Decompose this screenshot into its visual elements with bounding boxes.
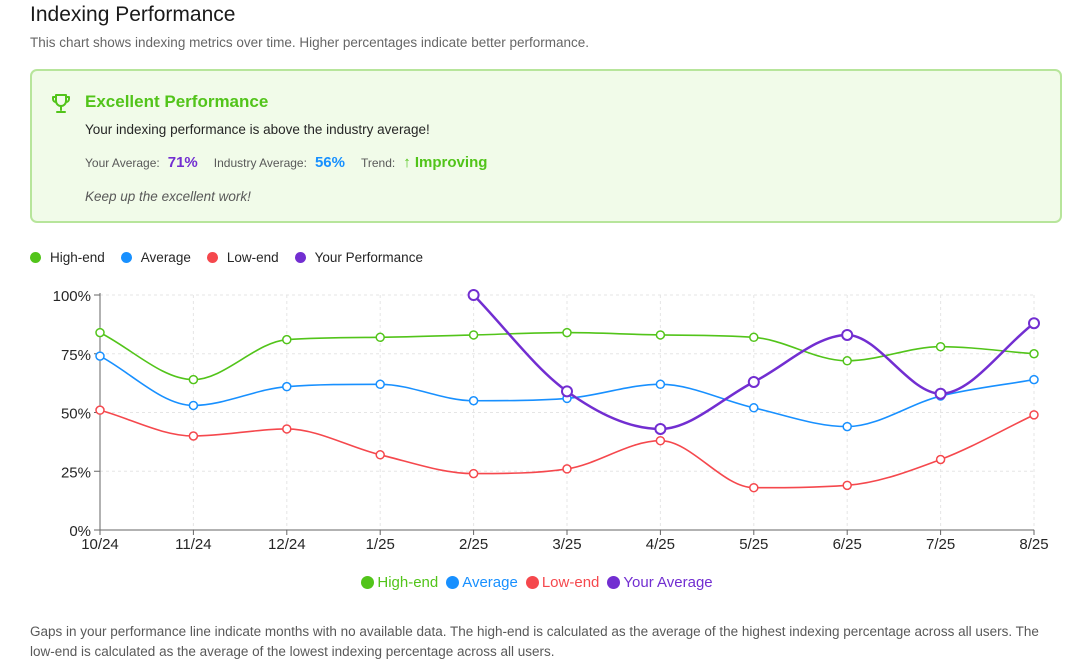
data-point-your	[561, 385, 573, 398]
data-point-average	[749, 403, 759, 413]
y-tick-label: 75%	[61, 347, 91, 364]
legend-label: Your Average	[623, 574, 713, 591]
data-point-high-end	[95, 327, 105, 338]
data-point-average	[375, 379, 385, 390]
your-average-value: 71%	[167, 154, 198, 171]
summary-stats: Your Average: 71% Industry Average: 56% …	[85, 154, 503, 171]
data-point-low-end	[935, 454, 946, 465]
x-tick-label: 11/24	[175, 536, 211, 553]
data-point-high-end	[188, 374, 199, 385]
data-point-your	[654, 422, 667, 435]
data-point-high-end	[935, 341, 946, 352]
data-point-low-end	[375, 450, 385, 460]
footnote: Gaps in your performance line indicate m…	[30, 624, 1039, 659]
legend-label: Low-end	[226, 250, 279, 265]
legend-label: Your Performance	[314, 250, 423, 265]
data-point-low-end	[282, 424, 292, 434]
x-tick-label: 7/25	[926, 536, 955, 553]
data-point-low-end	[749, 482, 759, 493]
legend-dot	[525, 576, 539, 589]
data-point-average	[95, 351, 105, 361]
y-tick-label: 0%	[69, 523, 91, 540]
legend-dot	[446, 576, 460, 589]
data-point-low-end	[188, 431, 199, 441]
legend-label: High-end	[50, 250, 105, 265]
trend-value: ↑ Improving	[403, 154, 488, 171]
legend-bottom: High-end Average Low-end Your Average	[0, 574, 1074, 591]
y-tick-label: 50%	[61, 406, 91, 423]
x-tick-label: 3/25	[552, 536, 581, 553]
legend-label: Average	[462, 574, 518, 591]
data-point-low-end	[655, 435, 666, 446]
legend-dot	[607, 576, 621, 589]
data-point-average	[842, 421, 852, 432]
industry-average-value: 56%	[314, 154, 345, 171]
legend-label: Low-end	[541, 574, 600, 591]
data-point-high-end	[562, 327, 572, 338]
legend-dot	[120, 252, 132, 263]
x-tick-label: 8/25	[1019, 536, 1048, 553]
legend-bottom-item-high-end[interactable]: High-end	[361, 574, 438, 591]
summary-note: Keep up the excellent work!	[85, 189, 251, 204]
legend-top-item-high-end[interactable]: High-end	[30, 250, 105, 265]
trophy-icon	[49, 91, 73, 120]
legend-label: Average	[140, 250, 191, 265]
y-tick-label: 100%	[53, 288, 91, 305]
legend-bottom-item-low-end[interactable]: Low-end	[525, 574, 600, 591]
legend-top-item-your-performance[interactable]: Your Performance	[294, 250, 423, 265]
x-tick-label: 5/25	[739, 536, 768, 553]
legend-dot	[361, 576, 375, 589]
data-point-high-end	[749, 332, 759, 343]
industry-average-label: Industry Average:	[213, 156, 307, 170]
x-tick-label: 6/25	[833, 536, 862, 553]
data-point-low-end	[842, 480, 852, 491]
x-tick-label: 10/24	[81, 536, 119, 553]
legend-dot	[206, 252, 218, 263]
data-point-your	[934, 387, 947, 400]
data-point-high-end	[655, 330, 666, 340]
legend-top-item-low-end[interactable]: Low-end	[206, 250, 279, 265]
legend-dot	[294, 252, 306, 263]
data-point-average	[655, 379, 666, 390]
data-point-average	[188, 400, 199, 411]
y-tick-label: 25%	[61, 464, 91, 481]
page-title: Indexing Performance	[30, 3, 236, 26]
summary-heading: Excellent Performance	[85, 92, 269, 111]
data-point-high-end	[468, 330, 479, 340]
x-tick-label: 4/25	[646, 536, 675, 553]
line-chart: 0% 25% 50% 75% 100% 10/24 11/24 12/24 1/25 2/25 3/…	[53, 288, 1049, 553]
trend-label: Trend:	[360, 156, 396, 170]
data-point-low-end	[95, 405, 105, 415]
data-point-average	[282, 381, 292, 392]
x-tick-label: 12/24	[268, 536, 306, 553]
page-subtitle: This chart shows indexing metrics over t…	[30, 35, 590, 50]
data-point-low-end	[1029, 410, 1039, 420]
data-point-your	[747, 375, 760, 388]
legend-bottom-item-average[interactable]: Average	[446, 574, 518, 591]
data-point-average	[1029, 374, 1039, 385]
performance-summary-card: Excellent Performance Your indexing perf…	[30, 69, 1062, 223]
summary-message: Your indexing performance is above the i…	[85, 122, 430, 137]
x-tick-label: 2/25	[459, 536, 488, 553]
legend-top: High-end Average Low-end Your Performanc…	[30, 250, 439, 265]
data-point-your	[467, 289, 480, 301]
data-point-your	[841, 328, 854, 341]
data-point-high-end	[282, 334, 292, 345]
data-point-average	[468, 396, 479, 406]
legend-bottom-item-your-average[interactable]: Your Average	[607, 574, 713, 591]
data-point-your	[1028, 317, 1040, 330]
data-point-low-end	[468, 468, 479, 479]
legend-dot	[30, 252, 41, 263]
data-point-high-end	[842, 356, 852, 366]
data-point-high-end	[375, 332, 385, 343]
data-point-high-end	[1029, 349, 1039, 359]
legend-label: High-end	[377, 574, 439, 591]
legend-top-item-average[interactable]: Average	[120, 250, 191, 265]
x-tick-label: 1/25	[366, 536, 395, 553]
your-average-label: Your Average:	[85, 156, 160, 170]
data-point-low-end	[562, 464, 572, 474]
